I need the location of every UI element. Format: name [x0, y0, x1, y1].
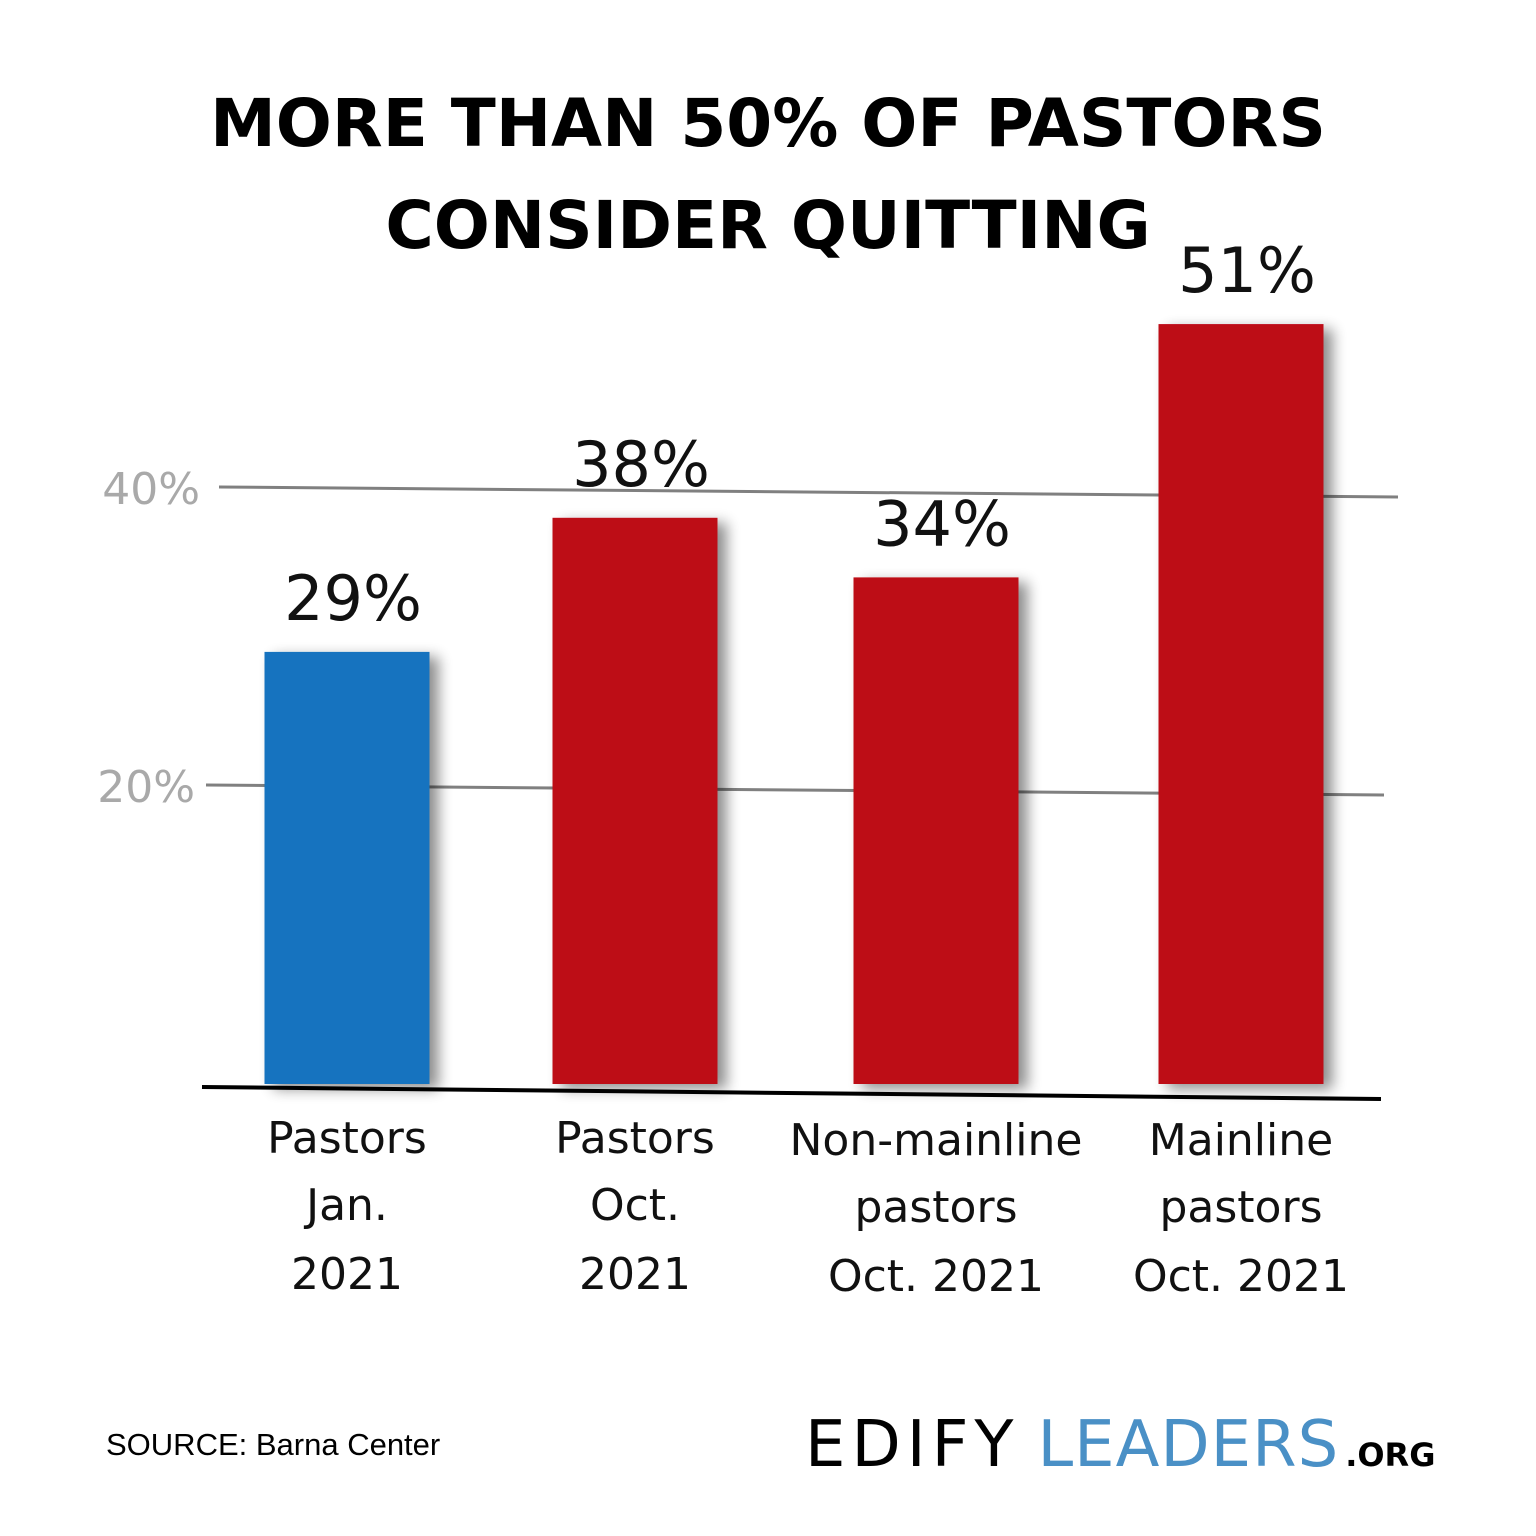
x-category-label: Pastors [267, 1113, 427, 1164]
chart-title-line-2: CONSIDER QUITTING [385, 187, 1150, 264]
logo: EDIFY LEADERS .ORG [805, 1408, 1435, 1482]
bar-4 [1158, 324, 1324, 1085]
logo-edify: EDIFY [805, 1408, 1020, 1482]
bar-3 [853, 577, 1019, 1084]
bar-1 [264, 651, 430, 1084]
x-axis-line [201, 1085, 1382, 1101]
chart-title-line-1: MORE THAN 50% OF PASTORS [210, 85, 1326, 162]
x-category-label: Mainline [1149, 1115, 1333, 1166]
x-category-label: Non-mainline [790, 1115, 1083, 1166]
x-category-label: pastors [1159, 1182, 1322, 1233]
x-category-label: pastors [854, 1182, 1017, 1233]
chart-title: MORE THAN 50% OF PASTORS CONSIDER QUITTI… [210, 85, 1326, 264]
bar-value-label: 34% [873, 487, 1011, 560]
bar-value-label: 29% [284, 562, 422, 635]
bars [264, 324, 1324, 1085]
x-category-label: Oct. [590, 1180, 680, 1231]
bar-value-label: 51% [1178, 234, 1316, 307]
y-tick-label: 20% [97, 762, 195, 813]
x-category-label: 2021 [579, 1249, 691, 1300]
x-category-label: Oct. 2021 [1133, 1251, 1349, 1302]
y-tick-label: 40% [102, 464, 200, 515]
bar-2 [552, 517, 718, 1084]
x-category-label: 2021 [291, 1249, 403, 1300]
bar-value-label: 38% [572, 428, 710, 501]
logo-org: .ORG [1345, 1436, 1435, 1474]
logo-leaders: LEADERS [1038, 1408, 1340, 1482]
x-category-label: Jan. [303, 1180, 388, 1231]
value-labels: 29% 38% 34% 51% [284, 234, 1316, 635]
source-note: SOURCE: Barna Center [106, 1427, 440, 1462]
category-labels: Pastors Jan. 2021 Pastors Oct. 2021 Non-mainli… [267, 1113, 1349, 1302]
x-category-label: Oct. 2021 [828, 1251, 1044, 1302]
x-category-label: Pastors [555, 1113, 715, 1164]
y-axis-ticks: 20% 40% [97, 464, 200, 813]
